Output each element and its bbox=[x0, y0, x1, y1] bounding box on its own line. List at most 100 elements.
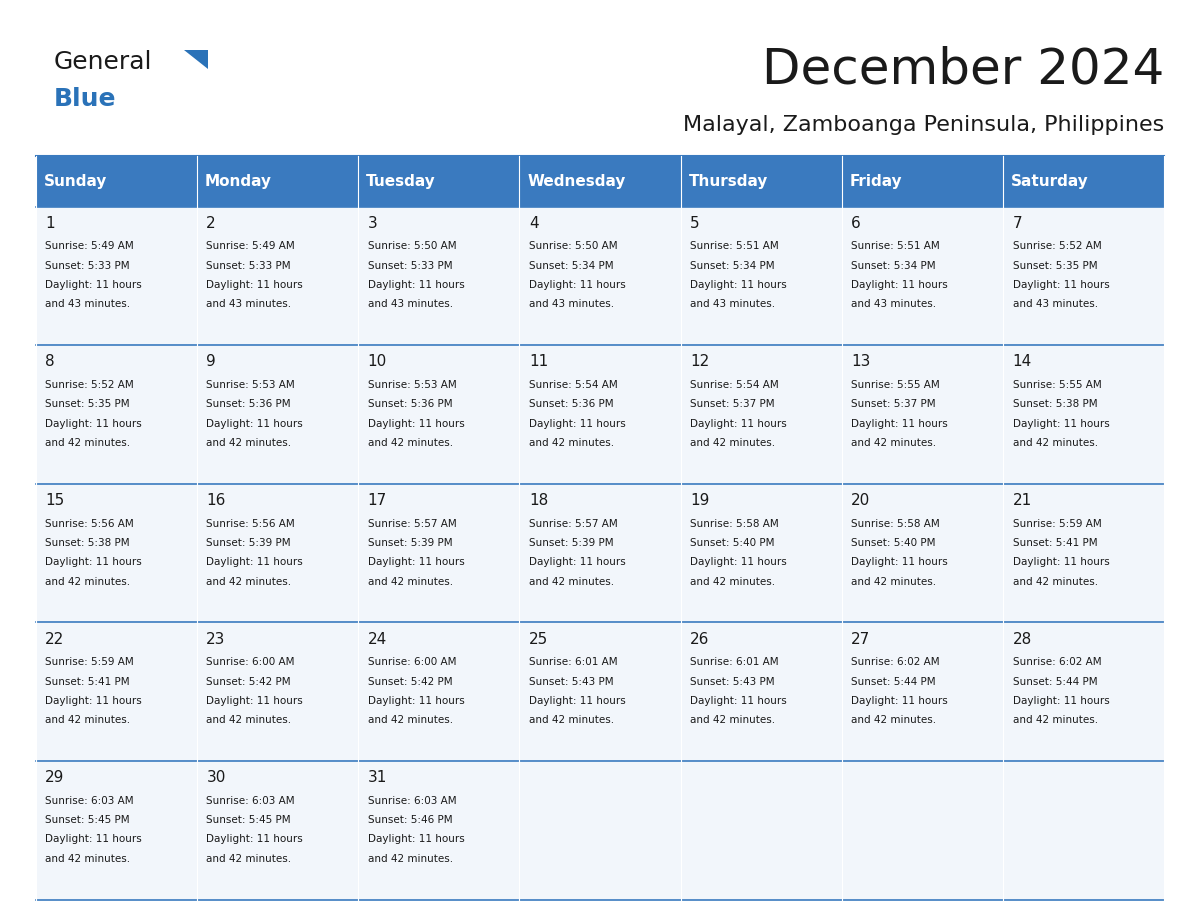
Text: Daylight: 11 hours: Daylight: 11 hours bbox=[367, 834, 465, 845]
Text: 22: 22 bbox=[45, 632, 64, 646]
Text: and 42 minutes.: and 42 minutes. bbox=[367, 438, 453, 448]
Text: Sunset: 5:38 PM: Sunset: 5:38 PM bbox=[1012, 399, 1098, 409]
Text: Sunrise: 5:52 AM: Sunrise: 5:52 AM bbox=[45, 380, 134, 390]
Text: Sunset: 5:34 PM: Sunset: 5:34 PM bbox=[529, 261, 613, 271]
Text: 16: 16 bbox=[207, 493, 226, 508]
Text: Sunrise: 5:49 AM: Sunrise: 5:49 AM bbox=[207, 241, 295, 252]
Text: and 42 minutes.: and 42 minutes. bbox=[690, 438, 776, 448]
Text: 2: 2 bbox=[207, 216, 216, 230]
Text: Daylight: 11 hours: Daylight: 11 hours bbox=[690, 280, 786, 290]
FancyBboxPatch shape bbox=[519, 484, 681, 622]
FancyBboxPatch shape bbox=[358, 156, 519, 207]
Text: and 43 minutes.: and 43 minutes. bbox=[45, 299, 131, 309]
FancyBboxPatch shape bbox=[358, 622, 519, 761]
Text: Daylight: 11 hours: Daylight: 11 hours bbox=[1012, 280, 1110, 290]
Text: Sunrise: 5:50 AM: Sunrise: 5:50 AM bbox=[367, 241, 456, 252]
Text: 10: 10 bbox=[367, 354, 387, 369]
FancyBboxPatch shape bbox=[197, 207, 358, 345]
FancyBboxPatch shape bbox=[842, 622, 1003, 761]
Text: Sunrise: 6:03 AM: Sunrise: 6:03 AM bbox=[367, 796, 456, 806]
Text: Sunset: 5:40 PM: Sunset: 5:40 PM bbox=[852, 538, 936, 548]
Text: Sunrise: 5:49 AM: Sunrise: 5:49 AM bbox=[45, 241, 134, 252]
FancyBboxPatch shape bbox=[36, 484, 197, 622]
Text: and 42 minutes.: and 42 minutes. bbox=[207, 438, 291, 448]
Text: Sunrise: 5:56 AM: Sunrise: 5:56 AM bbox=[207, 519, 295, 529]
Text: 3: 3 bbox=[367, 216, 378, 230]
Text: and 42 minutes.: and 42 minutes. bbox=[45, 438, 131, 448]
Text: 1: 1 bbox=[45, 216, 55, 230]
Text: 11: 11 bbox=[529, 354, 548, 369]
Text: and 42 minutes.: and 42 minutes. bbox=[45, 715, 131, 725]
Text: 17: 17 bbox=[367, 493, 387, 508]
FancyBboxPatch shape bbox=[519, 761, 681, 900]
Text: and 43 minutes.: and 43 minutes. bbox=[529, 299, 614, 309]
FancyBboxPatch shape bbox=[681, 207, 842, 345]
Text: Sunset: 5:34 PM: Sunset: 5:34 PM bbox=[852, 261, 936, 271]
Text: Daylight: 11 hours: Daylight: 11 hours bbox=[45, 557, 141, 567]
FancyBboxPatch shape bbox=[842, 484, 1003, 622]
FancyBboxPatch shape bbox=[681, 156, 842, 207]
Text: Daylight: 11 hours: Daylight: 11 hours bbox=[690, 419, 786, 429]
Text: 23: 23 bbox=[207, 632, 226, 646]
Text: Sunrise: 5:51 AM: Sunrise: 5:51 AM bbox=[690, 241, 779, 252]
Text: Sunrise: 5:53 AM: Sunrise: 5:53 AM bbox=[367, 380, 456, 390]
Text: Sunset: 5:43 PM: Sunset: 5:43 PM bbox=[529, 677, 613, 687]
Text: Sunrise: 5:58 AM: Sunrise: 5:58 AM bbox=[690, 519, 779, 529]
Text: 7: 7 bbox=[1012, 216, 1022, 230]
Text: and 42 minutes.: and 42 minutes. bbox=[1012, 438, 1098, 448]
Text: and 42 minutes.: and 42 minutes. bbox=[690, 715, 776, 725]
FancyBboxPatch shape bbox=[1003, 156, 1164, 207]
FancyBboxPatch shape bbox=[197, 156, 358, 207]
Text: 6: 6 bbox=[852, 216, 861, 230]
Text: and 42 minutes.: and 42 minutes. bbox=[852, 715, 936, 725]
Text: Malayal, Zamboanga Peninsula, Philippines: Malayal, Zamboanga Peninsula, Philippine… bbox=[683, 115, 1164, 135]
Text: Sunset: 5:34 PM: Sunset: 5:34 PM bbox=[690, 261, 775, 271]
Text: Saturday: Saturday bbox=[1011, 174, 1089, 189]
FancyBboxPatch shape bbox=[842, 761, 1003, 900]
Text: Daylight: 11 hours: Daylight: 11 hours bbox=[529, 696, 626, 706]
Text: Sunrise: 6:00 AM: Sunrise: 6:00 AM bbox=[367, 657, 456, 667]
Text: and 42 minutes.: and 42 minutes. bbox=[207, 715, 291, 725]
FancyBboxPatch shape bbox=[36, 207, 197, 345]
FancyBboxPatch shape bbox=[681, 761, 842, 900]
Text: Daylight: 11 hours: Daylight: 11 hours bbox=[690, 696, 786, 706]
Text: 18: 18 bbox=[529, 493, 548, 508]
Text: and 42 minutes.: and 42 minutes. bbox=[529, 715, 614, 725]
FancyBboxPatch shape bbox=[1003, 345, 1164, 484]
Text: Daylight: 11 hours: Daylight: 11 hours bbox=[367, 696, 465, 706]
Text: December 2024: December 2024 bbox=[762, 46, 1164, 94]
FancyBboxPatch shape bbox=[36, 156, 197, 207]
Text: and 42 minutes.: and 42 minutes. bbox=[207, 854, 291, 864]
Text: Friday: Friday bbox=[849, 174, 903, 189]
FancyBboxPatch shape bbox=[1003, 622, 1164, 761]
FancyBboxPatch shape bbox=[1003, 207, 1164, 345]
FancyBboxPatch shape bbox=[842, 207, 1003, 345]
Text: Daylight: 11 hours: Daylight: 11 hours bbox=[690, 557, 786, 567]
Text: Sunset: 5:44 PM: Sunset: 5:44 PM bbox=[852, 677, 936, 687]
Text: Sunrise: 5:59 AM: Sunrise: 5:59 AM bbox=[1012, 519, 1101, 529]
Text: 9: 9 bbox=[207, 354, 216, 369]
Text: Daylight: 11 hours: Daylight: 11 hours bbox=[367, 557, 465, 567]
Text: 8: 8 bbox=[45, 354, 55, 369]
FancyBboxPatch shape bbox=[197, 622, 358, 761]
Text: Sunrise: 6:02 AM: Sunrise: 6:02 AM bbox=[852, 657, 940, 667]
Text: and 43 minutes.: and 43 minutes. bbox=[1012, 299, 1098, 309]
Text: 28: 28 bbox=[1012, 632, 1031, 646]
Text: 14: 14 bbox=[1012, 354, 1031, 369]
Text: and 42 minutes.: and 42 minutes. bbox=[529, 438, 614, 448]
Text: Sunrise: 5:53 AM: Sunrise: 5:53 AM bbox=[207, 380, 295, 390]
Text: 5: 5 bbox=[690, 216, 700, 230]
Text: Sunset: 5:42 PM: Sunset: 5:42 PM bbox=[207, 677, 291, 687]
FancyBboxPatch shape bbox=[1003, 484, 1164, 622]
Text: Sunset: 5:36 PM: Sunset: 5:36 PM bbox=[529, 399, 613, 409]
Text: Daylight: 11 hours: Daylight: 11 hours bbox=[1012, 419, 1110, 429]
Text: 21: 21 bbox=[1012, 493, 1031, 508]
FancyBboxPatch shape bbox=[1003, 761, 1164, 900]
FancyBboxPatch shape bbox=[519, 345, 681, 484]
Text: Sunset: 5:37 PM: Sunset: 5:37 PM bbox=[852, 399, 936, 409]
FancyBboxPatch shape bbox=[842, 156, 1003, 207]
Text: Sunset: 5:44 PM: Sunset: 5:44 PM bbox=[1012, 677, 1098, 687]
FancyBboxPatch shape bbox=[681, 345, 842, 484]
Text: Sunset: 5:35 PM: Sunset: 5:35 PM bbox=[45, 399, 129, 409]
Text: Daylight: 11 hours: Daylight: 11 hours bbox=[207, 557, 303, 567]
